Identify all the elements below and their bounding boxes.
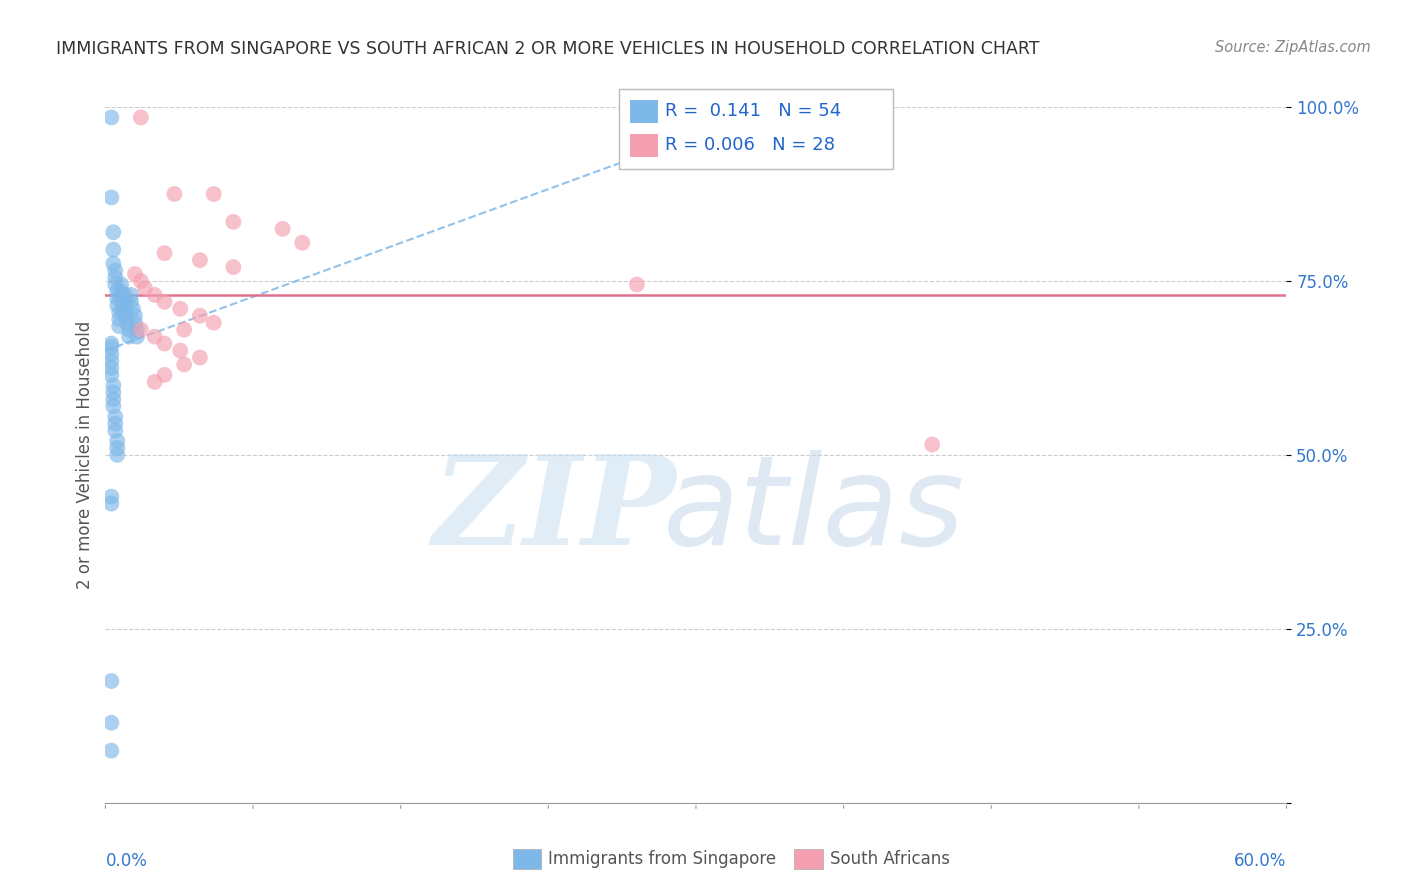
Point xyxy=(100,347,122,361)
Point xyxy=(626,277,648,292)
Text: R = 0.006   N = 28: R = 0.006 N = 28 xyxy=(665,136,835,154)
Point xyxy=(271,222,294,236)
Point xyxy=(110,277,132,292)
Point xyxy=(105,434,128,448)
Point xyxy=(118,323,141,337)
Point xyxy=(169,343,191,358)
Y-axis label: 2 or more Vehicles in Household: 2 or more Vehicles in Household xyxy=(76,321,94,589)
Point xyxy=(104,409,127,424)
Point xyxy=(120,288,142,302)
Point xyxy=(105,285,128,299)
Point xyxy=(202,187,225,202)
Point xyxy=(100,111,122,125)
Point xyxy=(173,358,195,372)
Point xyxy=(124,309,146,323)
Point xyxy=(100,497,122,511)
Point xyxy=(100,744,122,758)
Point xyxy=(169,301,191,316)
Point xyxy=(222,215,245,229)
Point xyxy=(153,368,176,382)
Text: atlas: atlas xyxy=(664,450,965,571)
Point xyxy=(100,190,122,204)
Point xyxy=(143,375,166,389)
Point xyxy=(100,674,122,689)
Point xyxy=(100,360,122,375)
Point xyxy=(103,385,125,400)
Text: South Africans: South Africans xyxy=(830,850,949,868)
Point xyxy=(104,417,127,431)
Point xyxy=(103,378,125,392)
Point xyxy=(124,316,146,330)
Point xyxy=(110,285,132,299)
Point xyxy=(104,277,127,292)
Point xyxy=(112,298,135,312)
Point xyxy=(100,368,122,382)
Point xyxy=(115,316,138,330)
Text: Immigrants from Singapore: Immigrants from Singapore xyxy=(548,850,776,868)
Point xyxy=(129,274,152,288)
Point xyxy=(100,354,122,368)
Point xyxy=(188,351,211,365)
Point xyxy=(291,235,314,250)
Point xyxy=(104,270,127,285)
Point xyxy=(153,246,176,260)
Point xyxy=(104,424,127,438)
Point xyxy=(108,312,131,326)
Point xyxy=(143,288,166,302)
Point xyxy=(100,490,122,504)
Point xyxy=(120,294,142,309)
Point xyxy=(114,301,136,316)
Point xyxy=(112,305,135,319)
Point xyxy=(153,294,176,309)
Text: Source: ZipAtlas.com: Source: ZipAtlas.com xyxy=(1215,40,1371,55)
Point xyxy=(124,267,146,281)
Point xyxy=(202,316,225,330)
Point xyxy=(108,319,131,334)
Point xyxy=(103,392,125,407)
Text: ZIP: ZIP xyxy=(433,450,676,572)
Point xyxy=(100,715,122,730)
Point xyxy=(153,336,176,351)
Point xyxy=(129,111,152,125)
Point xyxy=(103,225,125,239)
Point xyxy=(163,187,186,202)
Point xyxy=(103,257,125,271)
Text: 0.0%: 0.0% xyxy=(105,852,148,870)
Text: R =  0.141   N = 54: R = 0.141 N = 54 xyxy=(665,103,841,120)
Point xyxy=(105,448,128,462)
Point xyxy=(129,323,152,337)
Text: 60.0%: 60.0% xyxy=(1234,852,1286,870)
Point xyxy=(188,253,211,268)
Point xyxy=(108,305,131,319)
Point xyxy=(110,291,132,305)
Point xyxy=(125,323,148,337)
Point xyxy=(173,323,195,337)
Point xyxy=(114,294,136,309)
Point xyxy=(103,243,125,257)
Point xyxy=(104,263,127,277)
Point xyxy=(143,329,166,343)
Point xyxy=(134,281,156,295)
Point xyxy=(118,329,141,343)
Point xyxy=(114,288,136,302)
Point xyxy=(122,301,145,316)
Point xyxy=(188,309,211,323)
Point xyxy=(125,329,148,343)
Point xyxy=(105,441,128,455)
Point xyxy=(100,340,122,354)
Point xyxy=(103,399,125,413)
Text: IMMIGRANTS FROM SINGAPORE VS SOUTH AFRICAN 2 OR MORE VEHICLES IN HOUSEHOLD CORRE: IMMIGRANTS FROM SINGAPORE VS SOUTH AFRIC… xyxy=(56,40,1040,58)
Point xyxy=(921,437,943,451)
Point xyxy=(115,309,138,323)
Point xyxy=(105,291,128,305)
Point xyxy=(100,336,122,351)
Point xyxy=(105,298,128,312)
Point xyxy=(222,260,245,274)
